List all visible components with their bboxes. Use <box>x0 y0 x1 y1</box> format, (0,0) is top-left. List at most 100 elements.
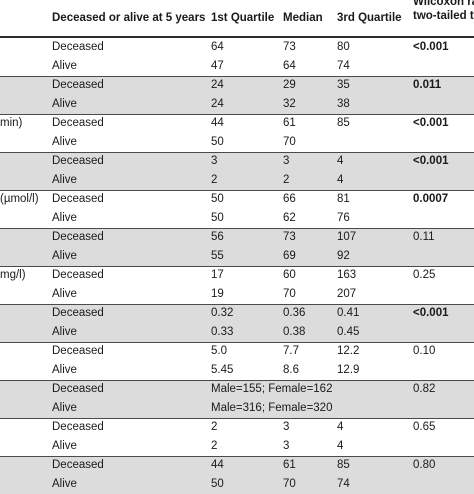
p-value-cell: 0.80 <box>413 459 436 471</box>
first-quartile-cell: 50 <box>211 193 224 205</box>
status-cell: Alive <box>52 326 77 338</box>
table-row: Deceased 3 3 4 <0.001 <box>0 152 474 171</box>
p-value-cell: 0.11 <box>413 231 435 243</box>
status-cell: Deceased <box>52 421 104 433</box>
first-quartile-cell: 55 <box>211 250 224 262</box>
table-row: Alive 50 70 <box>0 133 474 152</box>
table-row: mg/l) Deceased 17 60 163 0.25 <box>0 266 474 285</box>
sex-count-cell: Male=316; Female=320 <box>211 402 333 414</box>
status-cell: Alive <box>52 136 77 148</box>
group-divider <box>0 380 474 381</box>
table-row: min) Deceased 44 61 85 <0.001 <box>0 114 474 133</box>
p-value-cell: <0.001 <box>413 41 449 53</box>
third-quartile-cell: 74 <box>337 478 350 490</box>
first-quartile-cell: 50 <box>211 212 224 224</box>
status-cell: Alive <box>52 440 77 452</box>
status-cell: Alive <box>52 288 77 300</box>
third-quartile-cell: 85 <box>337 459 350 471</box>
first-quartile-cell: 24 <box>211 98 224 110</box>
median-cell: 3 <box>283 440 290 452</box>
status-cell: Alive <box>52 402 77 414</box>
table-row: Deceased 44 61 85 0.80 <box>0 456 474 475</box>
status-cell: Alive <box>52 478 77 490</box>
third-quartile-cell: 80 <box>337 41 350 53</box>
first-quartile-cell: 50 <box>211 136 224 148</box>
group-divider <box>0 190 474 191</box>
first-quartile-cell: 5.0 <box>211 345 227 357</box>
third-quartile-cell: 92 <box>337 250 350 262</box>
third-quartile-cell: 12.9 <box>337 364 360 376</box>
table-row: Alive 0.33 0.38 0.45 <box>0 323 474 342</box>
table-row: Alive 5.45 8.6 12.9 <box>0 361 474 380</box>
table-row: Alive 50 70 74 <box>0 475 474 494</box>
group-divider <box>0 228 474 229</box>
median-cell: 0.36 <box>283 307 306 319</box>
third-quartile-cell: 163 <box>337 269 357 281</box>
status-cell: Deceased <box>52 155 104 167</box>
p-value-cell: <0.001 <box>413 155 449 167</box>
status-cell: Deceased <box>52 117 104 129</box>
median-cell: 8.6 <box>283 364 299 376</box>
table-row: Deceased 0.32 0.36 0.41 <0.001 <box>0 304 474 323</box>
status-cell: Deceased <box>52 383 104 395</box>
third-quartile-cell: 38 <box>337 98 350 110</box>
first-quartile-cell: 19 <box>211 288 224 300</box>
p-value-cell: 0.25 <box>413 269 436 281</box>
median-cell: 62 <box>283 212 296 224</box>
third-quartile-cell: 4 <box>337 421 344 433</box>
table-row: Deceased 24 29 35 0.011 <box>0 76 474 95</box>
first-quartile-cell: 0.32 <box>211 307 234 319</box>
median-cell: 69 <box>283 250 296 262</box>
median-cell: 61 <box>283 117 296 129</box>
sex-count-cell: Male=155; Female=162 <box>211 383 333 395</box>
header-status: Deceased or alive at 5 years <box>52 12 206 24</box>
table-row: Deceased 56 73 107 0.11 <box>0 228 474 247</box>
median-cell: 0.38 <box>283 326 306 338</box>
first-quartile-cell: 47 <box>211 60 224 72</box>
status-cell: Deceased <box>52 79 104 91</box>
first-quartile-cell: 17 <box>211 269 224 281</box>
median-cell: 70 <box>283 478 296 490</box>
median-cell: 7.7 <box>283 345 299 357</box>
table-row: Alive 47 64 74 <box>0 57 474 76</box>
first-quartile-cell: 2 <box>211 174 218 186</box>
table-row: Alive 50 62 76 <box>0 209 474 228</box>
p-value-cell: <0.001 <box>413 117 449 129</box>
third-quartile-cell: 207 <box>337 288 357 300</box>
status-cell: Alive <box>52 98 77 110</box>
p-value-cell: 0.82 <box>413 383 436 395</box>
third-quartile-cell: 4 <box>337 155 344 167</box>
first-quartile-cell: 2 <box>211 421 218 433</box>
header-test-line1: Wilcoxon ra <box>413 0 474 8</box>
group-divider <box>0 266 474 267</box>
status-cell: Deceased <box>52 345 104 357</box>
p-value-cell: <0.001 <box>413 307 449 319</box>
status-cell: Deceased <box>52 459 104 471</box>
median-cell: 70 <box>283 288 296 300</box>
median-cell: 70 <box>283 136 296 148</box>
third-quartile-cell: 12.2 <box>337 345 360 357</box>
table-row: Alive Male=316; Female=320 <box>0 399 474 418</box>
first-quartile-cell: 2 <box>211 440 218 452</box>
group-divider <box>0 76 474 77</box>
median-cell: 3 <box>283 421 290 433</box>
first-quartile-cell: 50 <box>211 478 224 490</box>
table-row: Deceased Male=155; Female=162 0.82 <box>0 380 474 399</box>
third-quartile-cell: 107 <box>337 231 357 243</box>
row-label: min) <box>0 117 23 129</box>
p-value-cell: 0.0007 <box>413 193 449 205</box>
table-row: Deceased 2 3 4 0.65 <box>0 418 474 437</box>
first-quartile-cell: 64 <box>211 41 224 53</box>
group-divider <box>0 114 474 115</box>
third-quartile-cell: 74 <box>337 60 350 72</box>
first-quartile-cell: 56 <box>211 231 224 243</box>
p-value-cell: 0.011 <box>413 79 442 91</box>
group-divider <box>0 304 474 305</box>
group-divider <box>0 418 474 419</box>
first-quartile-cell: 44 <box>211 117 224 129</box>
status-cell: Deceased <box>52 269 104 281</box>
status-cell: Alive <box>52 250 77 262</box>
first-quartile-cell: 5.45 <box>211 364 234 376</box>
median-cell: 66 <box>283 193 296 205</box>
first-quartile-cell: 24 <box>211 79 224 91</box>
